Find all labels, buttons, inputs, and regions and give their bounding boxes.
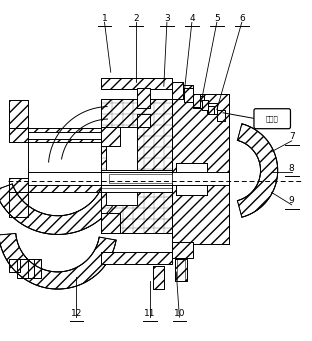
Text: 4: 4 — [189, 14, 195, 23]
Bar — [109, 174, 172, 183]
Text: 5: 5 — [214, 14, 220, 23]
Bar — [193, 94, 200, 106]
Bar — [184, 88, 193, 103]
Bar — [172, 94, 229, 244]
Bar — [28, 172, 229, 185]
Text: 11: 11 — [144, 309, 155, 318]
Bar — [172, 242, 193, 258]
Bar — [175, 260, 187, 281]
Polygon shape — [0, 172, 124, 235]
Bar — [193, 95, 204, 108]
Text: 7: 7 — [289, 133, 295, 142]
Bar — [101, 127, 120, 146]
Bar — [153, 266, 164, 289]
Bar — [207, 103, 217, 114]
Bar — [176, 163, 207, 195]
Bar — [137, 88, 150, 108]
Bar — [101, 213, 120, 233]
Bar — [101, 78, 172, 89]
Bar — [28, 177, 109, 184]
Bar — [101, 252, 172, 264]
Text: 10: 10 — [174, 309, 185, 318]
Polygon shape — [237, 124, 278, 217]
Text: 8: 8 — [289, 164, 295, 173]
Bar — [172, 85, 193, 99]
Bar — [101, 170, 172, 192]
Bar — [176, 163, 207, 195]
Text: 1: 1 — [102, 14, 107, 23]
Bar — [193, 94, 200, 106]
Bar — [137, 114, 150, 127]
Bar — [172, 85, 193, 99]
Bar — [9, 260, 20, 272]
Bar — [193, 95, 204, 108]
Bar — [137, 114, 150, 127]
FancyBboxPatch shape — [254, 109, 290, 129]
Bar — [9, 128, 109, 143]
Bar — [172, 81, 183, 99]
Bar — [9, 128, 109, 143]
Text: 传感器: 传感器 — [266, 115, 279, 122]
Bar — [217, 110, 225, 121]
Text: 9: 9 — [289, 196, 295, 205]
Bar — [17, 260, 41, 278]
Text: 2: 2 — [133, 14, 139, 23]
Bar — [176, 163, 207, 195]
Bar — [202, 100, 208, 110]
Bar — [17, 260, 41, 278]
Bar — [153, 266, 164, 289]
Bar — [101, 252, 172, 264]
Bar — [101, 99, 172, 233]
Bar — [9, 100, 28, 128]
Bar — [184, 88, 193, 103]
Bar — [137, 88, 150, 108]
Bar — [172, 94, 229, 244]
Bar — [101, 213, 120, 233]
Polygon shape — [0, 234, 116, 289]
Bar — [9, 260, 20, 272]
Bar — [101, 127, 120, 146]
Text: 3: 3 — [164, 14, 170, 23]
Bar — [202, 100, 208, 110]
Bar — [106, 127, 137, 205]
Bar — [9, 100, 28, 128]
Bar — [28, 132, 109, 139]
Bar — [175, 260, 187, 281]
Bar — [9, 192, 28, 217]
Bar — [207, 103, 217, 114]
Bar — [208, 106, 214, 114]
Text: 6: 6 — [239, 14, 245, 23]
Bar — [101, 99, 172, 233]
Text: 12: 12 — [71, 309, 82, 318]
Bar — [208, 106, 214, 114]
Bar — [172, 242, 193, 258]
Bar — [9, 178, 109, 192]
Bar — [217, 110, 225, 121]
Bar — [9, 178, 109, 192]
Bar — [9, 192, 28, 217]
Bar — [101, 78, 172, 89]
Bar — [172, 81, 183, 99]
